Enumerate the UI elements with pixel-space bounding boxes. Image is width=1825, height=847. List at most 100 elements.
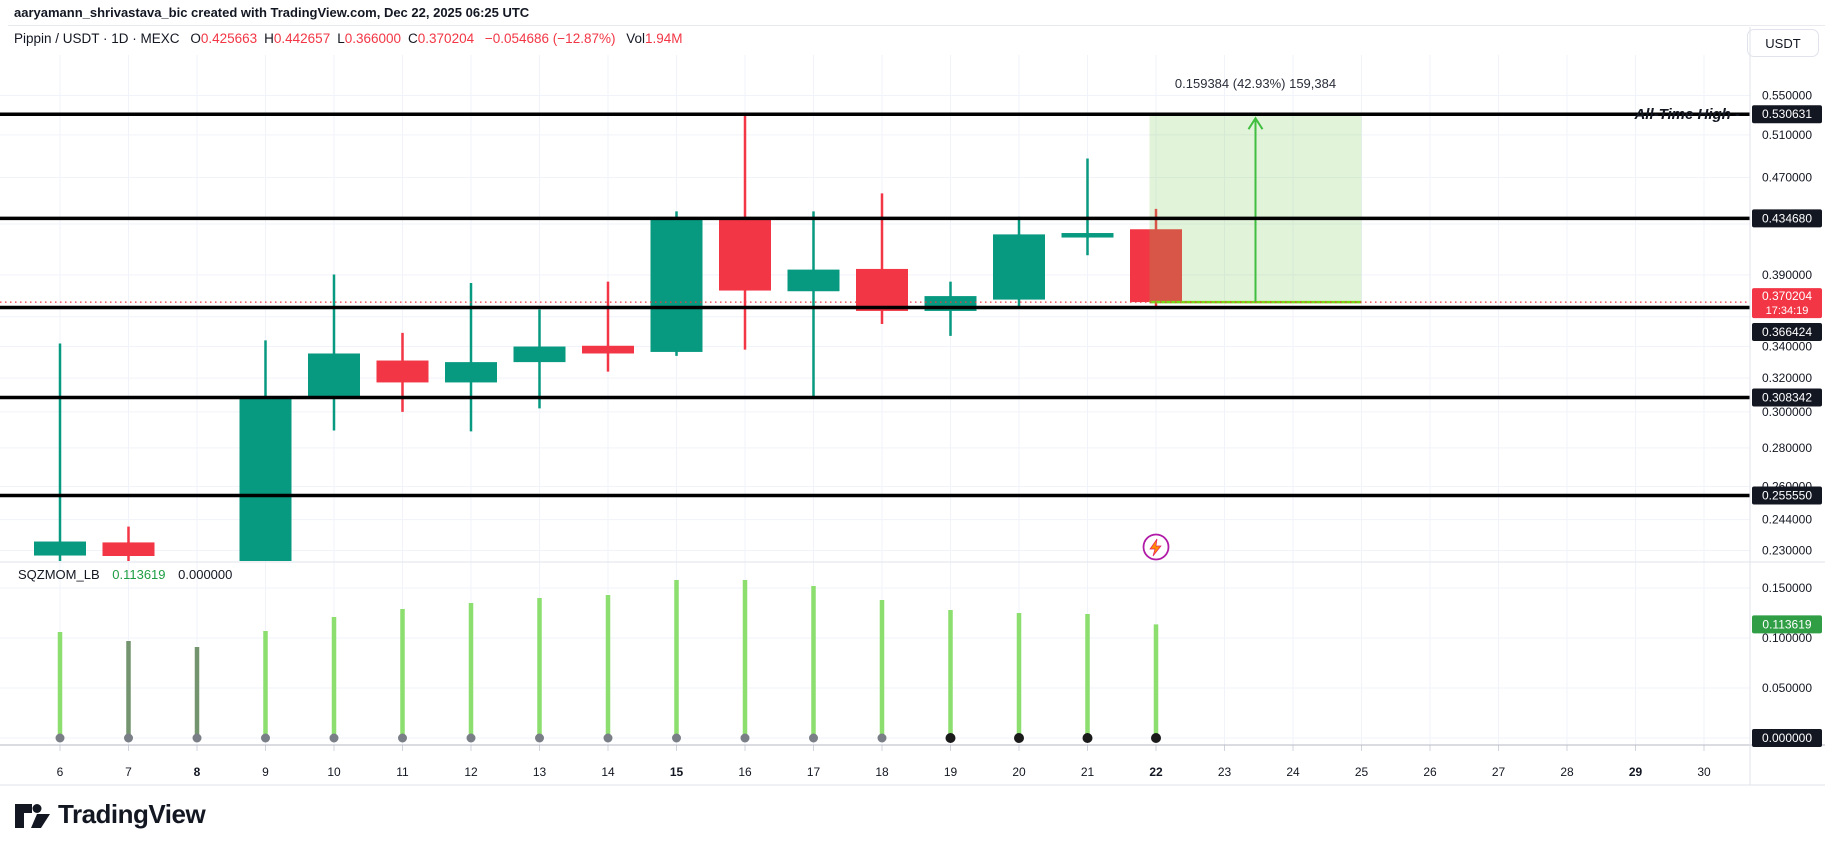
indicator-value-badge-text: 0.113619 [1762, 617, 1811, 631]
level-badge-0.255550 [1752, 486, 1822, 505]
candle-body-dec-6[interactable] [34, 541, 86, 556]
candle-body-dec-17[interactable] [787, 269, 840, 292]
candle-body-dec-10[interactable] [308, 353, 360, 398]
lightning-bolt-glyph [1149, 538, 1162, 557]
indicator-tick-label: 0.050000 [1762, 681, 1812, 695]
ath-label: All-Time High - [1633, 106, 1740, 123]
time-label-8[interactable]: 8 [194, 765, 201, 779]
time-label-9[interactable]: 9 [262, 765, 269, 779]
level-badge-0.434680 [1752, 209, 1822, 228]
volume-value: 1.94M [645, 31, 683, 46]
sqzmom-dot-dec-21 [1082, 733, 1093, 743]
level-badge-0.530631-text: 0.530631 [1762, 107, 1812, 121]
candle-body-dec-21[interactable] [1061, 233, 1114, 238]
level-badge-0.530631 [1752, 105, 1822, 124]
sqzmom-dot-dec-13 [535, 733, 544, 743]
time-label-13[interactable]: 13 [533, 765, 547, 779]
price-tick-label: 0.340000 [1762, 340, 1812, 354]
price-tick-label: 0.550000 [1762, 89, 1812, 103]
time-label-16[interactable]: 16 [738, 765, 752, 779]
ohlc-value: 0.425663 [200, 31, 258, 46]
indicator-value-badge [1752, 615, 1822, 634]
time-label-14[interactable]: 14 [601, 765, 615, 779]
sqzmom-dot-dec-12 [466, 733, 476, 743]
time-label-28[interactable]: 28 [1560, 765, 1574, 779]
sqzmom-dot-dec-20 [1014, 733, 1024, 743]
currency-toggle-button[interactable]: USDT [1747, 29, 1819, 57]
time-label-20[interactable]: 20 [1012, 765, 1026, 779]
time-label-6[interactable]: 6 [57, 765, 64, 779]
time-label-11[interactable]: 11 [396, 765, 409, 779]
candle-body-dec-7[interactable] [102, 542, 155, 556]
indicator-name[interactable]: SQZMOM_LB [18, 567, 100, 582]
tradingview-logo[interactable]: TradingView [13, 799, 206, 830]
candle-body-dec-22[interactable] [1130, 229, 1182, 303]
main-pane[interactable] [34, 114, 1362, 574]
time-label-30[interactable]: 30 [1697, 765, 1711, 779]
time-label-26[interactable]: 26 [1423, 765, 1437, 779]
current-price-badge [1752, 288, 1822, 319]
price-tick-label: 0.470000 [1762, 171, 1812, 185]
time-label-12[interactable]: 12 [464, 765, 478, 779]
price-tick-label: 0.390000 [1762, 268, 1812, 282]
sqzmom-dot-dec-15 [672, 733, 681, 743]
price-tick-label: 0.320000 [1762, 371, 1812, 385]
time-label-19[interactable]: 19 [944, 765, 958, 779]
level-badge-0.255550-text: 0.255550 [1762, 489, 1812, 503]
candle-body-dec-12[interactable] [445, 362, 497, 383]
price-tick-label: 0.510000 [1762, 128, 1812, 142]
ohlc-value: 0.442657 [273, 31, 331, 46]
sqzmom-dot-dec-16 [740, 733, 750, 743]
candle-body-dec-13[interactable] [513, 346, 566, 363]
time-label-7[interactable]: 7 [125, 765, 132, 779]
time-label-23[interactable]: 23 [1218, 765, 1232, 779]
indicator-tick-label: 0.150000 [1762, 581, 1812, 595]
tradingview-logo-icon [15, 803, 50, 828]
ohlc-label: C [408, 31, 418, 46]
time-label-22[interactable]: 22 [1149, 765, 1163, 779]
candle-body-dec-18[interactable] [856, 268, 908, 311]
sqzmom-dot-dec-17 [809, 733, 818, 743]
ohlc-value: 0.366000 [344, 31, 402, 46]
level-badge-0.366424-text: 0.366424 [1762, 325, 1812, 339]
time-label-18[interactable]: 18 [875, 765, 889, 779]
time-label-21[interactable]: 21 [1081, 765, 1095, 779]
projection-label: 0.159384 (42.93%) 159,384 [1175, 76, 1336, 91]
volume-label: Vol [626, 31, 646, 46]
time-label-10[interactable]: 10 [327, 765, 341, 779]
level-badge-0.434680-text: 0.434680 [1762, 211, 1812, 225]
sqzmom-dot-dec-22 [1151, 733, 1161, 743]
sqzmom-dot-dec-8 [192, 733, 202, 743]
indicator-legend[interactable]: SQZMOM_LB 0.113619 0.000000 [18, 567, 232, 582]
chart-canvas[interactable]: 0.159384 (42.93%) 159,384 All-Time High -… [0, 0, 1825, 795]
price-tick-label: 0.230000 [1762, 544, 1812, 558]
candle-body-dec-16[interactable] [719, 218, 771, 291]
sqzmom-dot-dec-6 [55, 733, 65, 743]
ohlc-label: H [264, 31, 274, 46]
candle-body-dec-9[interactable] [239, 398, 292, 573]
time-label-15[interactable]: 15 [670, 765, 684, 779]
candle-body-dec-11[interactable] [376, 360, 429, 383]
sqzmom-dot-dec-18 [877, 733, 887, 743]
time-label-29[interactable]: 29 [1629, 765, 1643, 779]
current-price-badge-price: 0.370204 [1762, 289, 1812, 303]
change-value: −0.054686 (−12.87%) [484, 31, 616, 46]
level-badge-0.308342 [1752, 388, 1822, 407]
time-label-25[interactable]: 25 [1355, 765, 1369, 779]
candle-body-dec-15[interactable] [650, 218, 703, 352]
header-separator [8, 25, 1825, 26]
current-price-badge-time: 17:34:19 [1766, 305, 1809, 317]
sqzmom-dot-dec-19 [945, 733, 956, 743]
time-label-17[interactable]: 17 [807, 765, 821, 779]
symbol-legend[interactable]: Pippin / USDT · 1D · MEXC O0.425663 H0.44… [14, 31, 683, 46]
attribution-text: aaryamann_shrivastava_bic created with T… [14, 5, 530, 20]
indicator-zero-badge-text: 0.000000 [1762, 731, 1812, 745]
symbol-title[interactable]: Pippin / USDT · 1D · MEXC [14, 31, 180, 46]
time-label-27[interactable]: 27 [1492, 765, 1506, 779]
candle-body-dec-14[interactable] [582, 345, 634, 354]
tradingview-logo-text: TradingView [58, 799, 206, 829]
level-badge-0.308342-text: 0.308342 [1762, 391, 1812, 405]
time-label-24[interactable]: 24 [1286, 765, 1300, 779]
candle-body-dec-20[interactable] [993, 234, 1045, 300]
